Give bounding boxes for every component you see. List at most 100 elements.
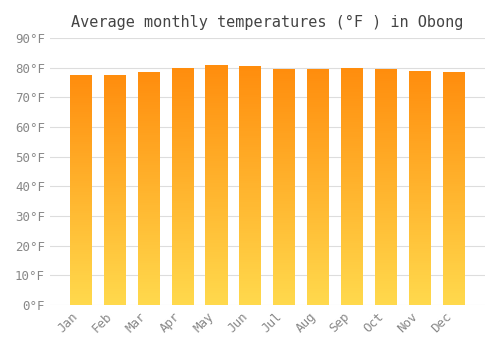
Bar (443, 138, 465, 140)
Bar (172, 155, 194, 158)
Bar (172, 191, 194, 194)
Bar (104, 268, 126, 271)
Bar (70, 273, 92, 275)
Bar (443, 226, 465, 228)
Bar (138, 186, 160, 189)
Bar (70, 231, 92, 234)
Bar (443, 279, 465, 282)
Bar (240, 74, 262, 76)
Bar (172, 281, 194, 284)
Bar (70, 186, 92, 188)
Bar (138, 152, 160, 154)
Bar (206, 137, 228, 139)
Bar (274, 119, 295, 121)
Bar (274, 293, 295, 296)
Bar (138, 121, 160, 124)
Bar (70, 259, 92, 261)
Bar (172, 182, 194, 184)
Bar (375, 194, 398, 197)
Bar (138, 170, 160, 172)
Bar (206, 257, 228, 259)
Bar (375, 168, 398, 171)
Bar (443, 77, 465, 79)
Bar (409, 134, 432, 136)
Bar (409, 118, 432, 120)
Bar (274, 267, 295, 270)
Bar (240, 69, 262, 71)
Bar (70, 250, 92, 252)
Bar (240, 212, 262, 214)
Bar (172, 246, 194, 248)
Bar (206, 192, 228, 195)
Bar (308, 225, 330, 227)
Bar (443, 270, 465, 272)
Bar (342, 170, 363, 172)
Bar (308, 253, 330, 255)
Bar (172, 187, 194, 189)
Bar (308, 192, 330, 194)
Bar (308, 267, 330, 270)
Bar (409, 155, 432, 158)
Bar (172, 243, 194, 246)
Bar (443, 93, 465, 96)
Bar (308, 291, 330, 293)
Bar (342, 248, 363, 251)
Bar (409, 251, 432, 253)
Bar (206, 75, 228, 77)
Bar (70, 121, 92, 124)
Bar (138, 238, 160, 240)
Bar (274, 171, 295, 173)
Bar (375, 293, 398, 296)
Bar (240, 119, 262, 121)
Bar (104, 202, 126, 204)
Bar (375, 128, 398, 131)
Bar (240, 269, 262, 272)
Bar (375, 114, 398, 117)
Bar (104, 156, 126, 158)
Bar (274, 102, 295, 105)
Bar (206, 139, 228, 142)
Bar (375, 156, 398, 159)
Bar (138, 128, 160, 131)
Bar (375, 74, 398, 76)
Bar (342, 113, 363, 115)
Bar (104, 231, 126, 234)
Bar (240, 186, 262, 188)
Bar (308, 83, 330, 86)
Bar (274, 248, 295, 251)
Bar (342, 291, 363, 293)
Bar (138, 261, 160, 263)
Bar (409, 235, 432, 237)
Bar (274, 142, 295, 145)
Bar (138, 207, 160, 210)
Bar (274, 197, 295, 199)
Bar (274, 258, 295, 260)
Bar (104, 238, 126, 241)
Bar (138, 110, 160, 112)
Bar (342, 303, 363, 305)
Bar (104, 149, 126, 151)
Bar (104, 287, 126, 289)
Bar (443, 149, 465, 152)
Bar (70, 91, 92, 93)
Bar (138, 275, 160, 277)
Bar (375, 291, 398, 293)
Bar (70, 222, 92, 225)
Bar (138, 154, 160, 156)
Bar (70, 110, 92, 112)
Bar (104, 162, 126, 165)
Bar (409, 94, 432, 97)
Bar (240, 219, 262, 222)
Bar (375, 244, 398, 246)
Bar (104, 89, 126, 91)
Bar (409, 169, 432, 171)
Bar (240, 295, 262, 298)
Bar (240, 90, 262, 92)
Bar (409, 139, 432, 141)
Bar (172, 241, 194, 243)
Bar (409, 78, 432, 80)
Bar (308, 256, 330, 258)
Bar (240, 138, 262, 140)
Bar (104, 93, 126, 96)
Bar (375, 256, 398, 258)
